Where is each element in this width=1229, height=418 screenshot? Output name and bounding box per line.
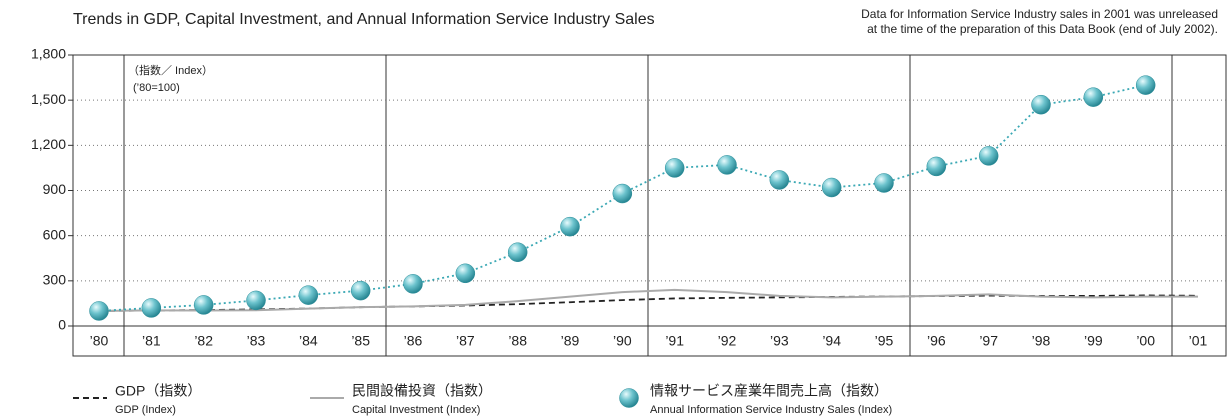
x-tick-label: ’92 <box>718 333 737 349</box>
x-tick-label: ’91 <box>665 333 684 349</box>
marker <box>874 173 894 193</box>
x-tick-label: ’87 <box>456 333 475 349</box>
marker <box>717 155 737 175</box>
x-tick-label: ’80 <box>90 333 109 349</box>
y-tick-label: 1,500 <box>31 91 66 107</box>
x-tick-label: ’94 <box>822 333 841 349</box>
annotation: （指数／ Index） <box>128 63 213 77</box>
x-tick-label: ’99 <box>1084 333 1103 349</box>
marker <box>560 216 580 237</box>
x-tick-label: ’88 <box>508 333 527 349</box>
y-tick-label: 1,800 <box>31 46 66 62</box>
legend-label-en: Capital Investment (Index) <box>352 404 480 416</box>
marker <box>664 158 685 178</box>
series-line <box>98 288 1198 312</box>
marker <box>769 170 790 190</box>
x-tick-label: ’90 <box>613 333 632 349</box>
legend-label: GDP（指数） <box>115 383 201 399</box>
marker <box>455 263 476 284</box>
marker <box>978 146 999 166</box>
marker <box>1031 94 1051 115</box>
marker <box>612 183 633 204</box>
x-tick-label: ’86 <box>404 333 423 349</box>
x-tick-label: ’97 <box>979 333 998 349</box>
x-tick-label: ’96 <box>927 333 946 349</box>
annotation: (’80=100) <box>133 82 180 94</box>
plot-frame <box>72 54 1227 357</box>
y-tick-label: 600 <box>43 226 67 242</box>
y-tick-label: 900 <box>43 181 67 197</box>
y-tick-label: 1,200 <box>31 136 66 152</box>
x-tick-label: ’01 <box>1189 333 1208 349</box>
x-tick-label: ’95 <box>875 333 894 349</box>
x-tick-label: ’85 <box>351 333 370 349</box>
legend-label: 情報サービス産業年間売上高（指数） <box>650 383 888 399</box>
x-tick-label: ’82 <box>194 333 213 349</box>
x-tick-label: ’93 <box>770 333 789 349</box>
y-tick-label: 0 <box>58 317 66 333</box>
marker <box>403 274 423 294</box>
x-tick-label: ’89 <box>561 333 580 349</box>
marker <box>821 177 842 198</box>
marker <box>141 298 162 318</box>
x-tick-label: ’00 <box>1136 333 1155 349</box>
marker <box>926 156 947 177</box>
note: at the time of the preparation of this D… <box>867 22 1218 36</box>
marker <box>193 295 214 315</box>
y-tick-label: 300 <box>43 272 67 288</box>
marker <box>246 290 266 311</box>
x-tick-label: ’98 <box>1032 333 1051 349</box>
marker <box>1083 87 1104 107</box>
chart-title: Trends in GDP, Capital Investment, and A… <box>73 11 655 28</box>
marker <box>89 301 109 321</box>
marker <box>507 242 528 262</box>
marker <box>1135 75 1156 95</box>
legend-label: 民間設備投資（指数） <box>352 383 492 399</box>
marker <box>350 280 371 301</box>
x-tick-label: ’83 <box>247 333 266 349</box>
legend-label-en: Annual Information Service Industry Sale… <box>650 404 892 416</box>
x-tick-label: ’84 <box>299 333 318 349</box>
marker <box>298 285 319 305</box>
legend-label-en: GDP (Index) <box>115 404 176 416</box>
note: Data for Information Service Industry sa… <box>861 7 1218 21</box>
x-tick-label: ’81 <box>142 333 161 349</box>
legend-marker <box>619 388 639 408</box>
